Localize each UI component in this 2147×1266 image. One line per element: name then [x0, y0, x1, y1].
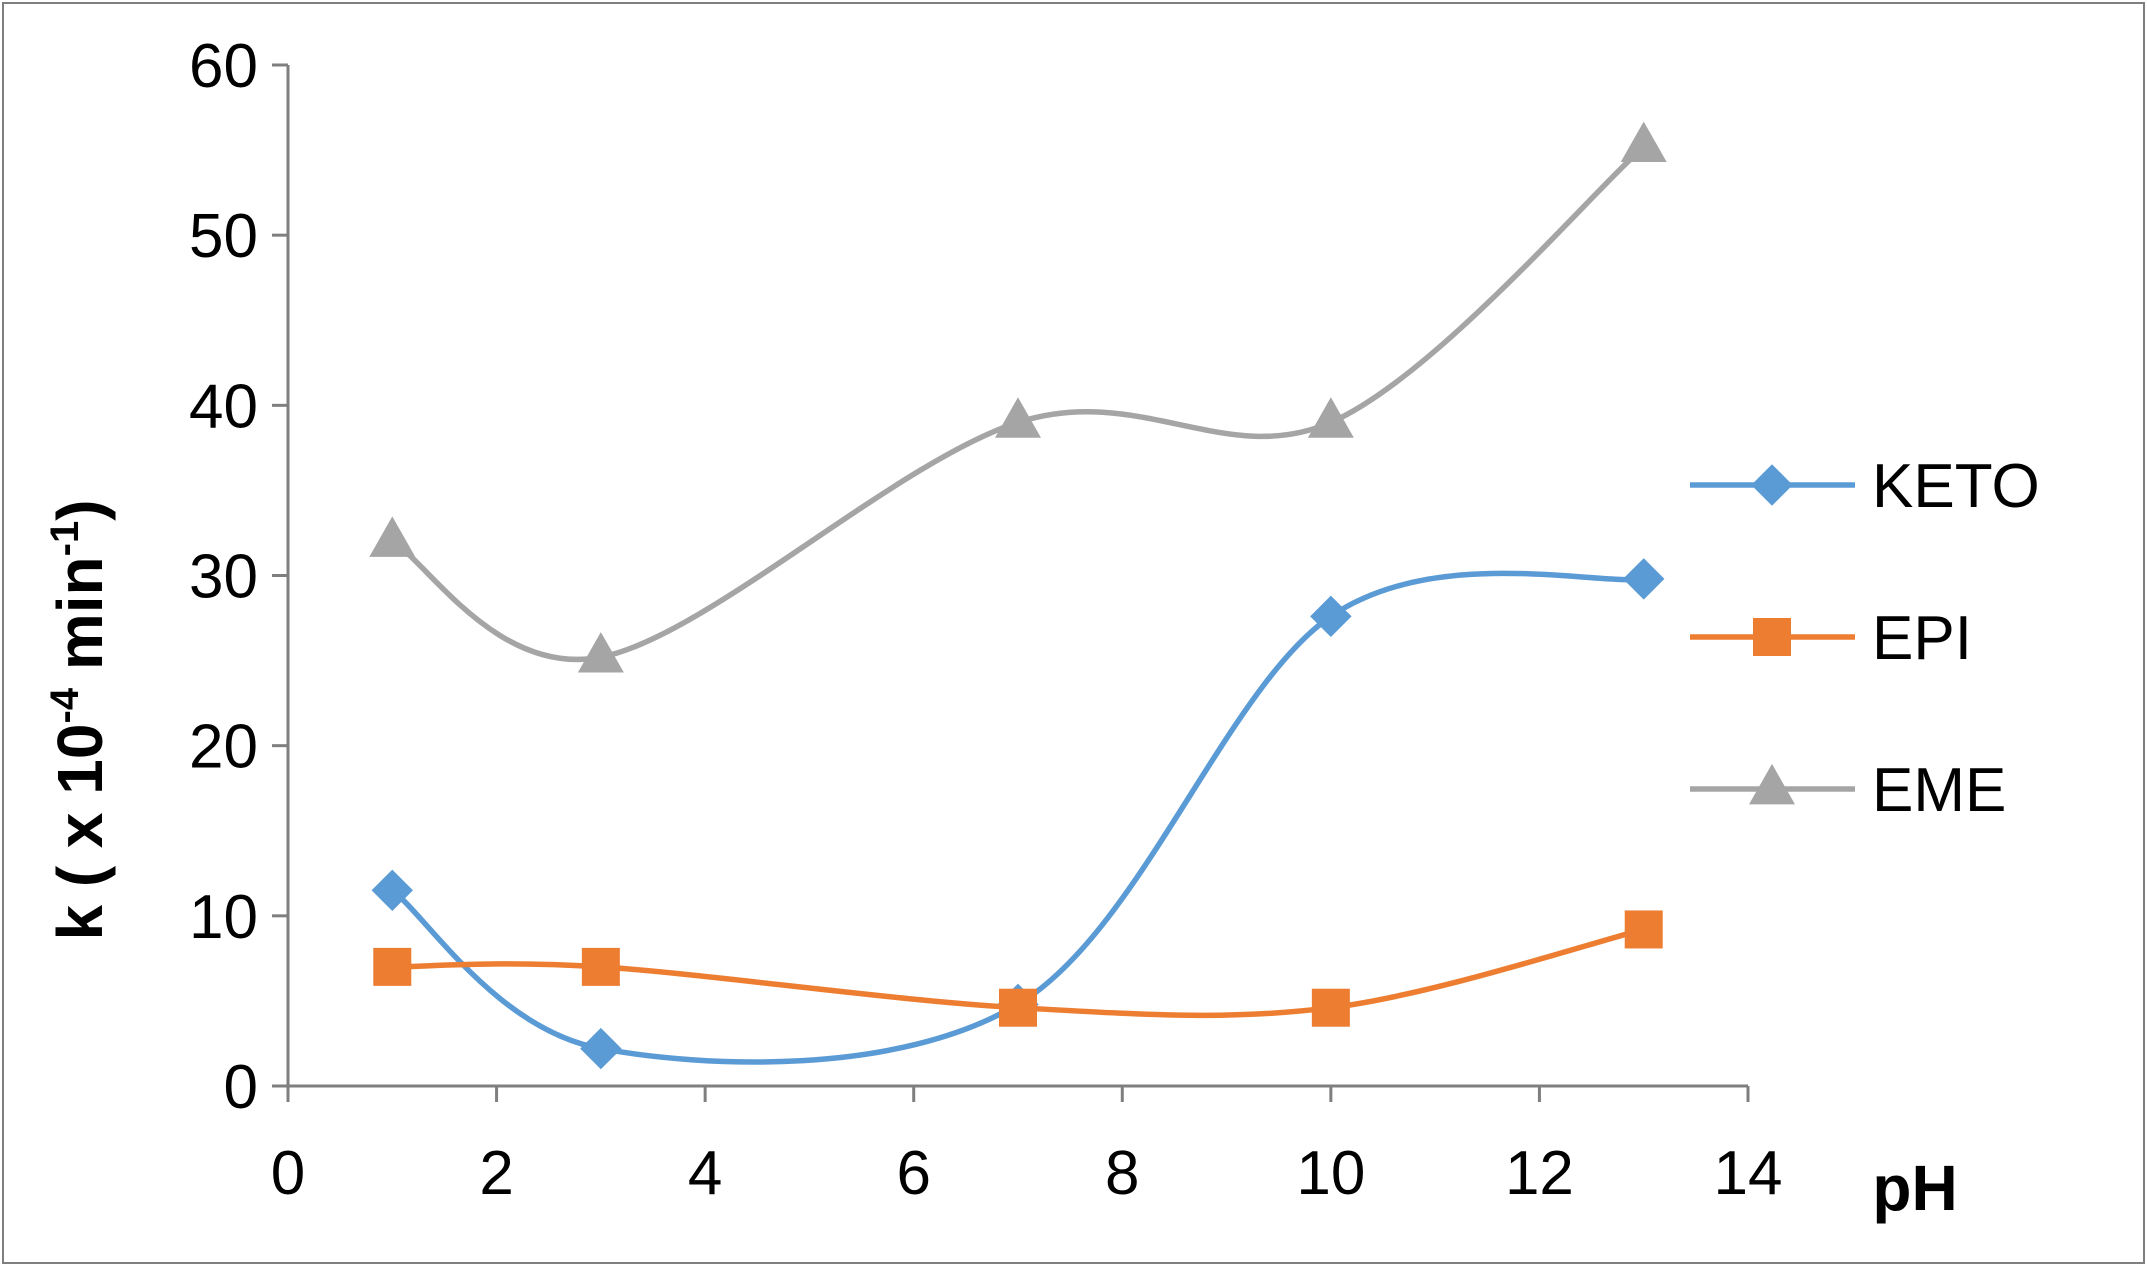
data-point-eme [1620, 121, 1667, 163]
x-tick-label: 2 [479, 1139, 513, 1208]
x-tick-label: 10 [1296, 1139, 1365, 1208]
x-axis-title: pH [1872, 1152, 1957, 1224]
data-point-epi [373, 947, 412, 986]
data-point-keto [1623, 558, 1665, 600]
data-point-keto [1310, 595, 1352, 638]
x-tick-label: 12 [1505, 1139, 1574, 1208]
axes: 0 10 20 30 40 50 60 0 2 4 6 8 10 12 14 [189, 32, 1782, 1208]
legend-marker [1753, 618, 1791, 656]
y-axis-title-group: k ( x 10-4 min-1) [43, 499, 116, 940]
legend-entry-epi: EPI [1690, 604, 1972, 673]
y-tick-label: 10 [189, 883, 258, 952]
legend-marker [1751, 464, 1793, 506]
data-point-keto [371, 869, 413, 912]
legend-entry-eme: EME [1690, 756, 2006, 825]
legend: KETO EPI EME [1690, 452, 2040, 825]
y-axis-title-exponent-2: -1 [43, 521, 87, 557]
legend-marker [1749, 763, 1795, 805]
y-tick-label: 40 [189, 372, 258, 441]
legend-label: KETO [1872, 452, 2040, 521]
data-point-eme [1307, 397, 1354, 438]
data-point-epi [581, 947, 620, 986]
y-tick-label: 30 [189, 543, 258, 612]
data-point-eme [995, 397, 1041, 438]
y-axis-title: k ( x 10-4 min-1) [43, 499, 116, 940]
data-point-keto [580, 1027, 622, 1070]
y-tick-label: 20 [189, 713, 258, 782]
data-point-epi [1624, 910, 1663, 949]
x-tick-label: 6 [896, 1139, 930, 1208]
legend-label: EPI [1872, 604, 1972, 673]
y-tick-label: 60 [189, 32, 258, 101]
series-epi [373, 910, 1663, 1027]
x-tick-label: 4 [688, 1139, 722, 1208]
y-tick-label: 0 [224, 1053, 258, 1122]
y-axis-title-middle: min [44, 556, 116, 688]
data-point-eme [577, 632, 624, 673]
y-axis-title-prefix: k ( x 10 [44, 724, 116, 941]
x-tick-label: 8 [1105, 1139, 1139, 1208]
x-tick-label: 0 [271, 1139, 305, 1208]
data-point-epi [999, 988, 1037, 1027]
series-eme [369, 121, 1667, 673]
data-point-eme [369, 516, 416, 557]
y-axis-title-exponent-1: -4 [43, 687, 87, 723]
y-axis-title-suffix: ) [44, 499, 116, 520]
data-point-epi [1311, 988, 1350, 1027]
x-tick-label: 14 [1714, 1139, 1783, 1208]
series-layer [369, 121, 1667, 1070]
y-tick-label: 50 [189, 202, 258, 271]
legend-label: EME [1872, 756, 2006, 825]
legend-entry-keto: KETO [1690, 452, 2040, 521]
